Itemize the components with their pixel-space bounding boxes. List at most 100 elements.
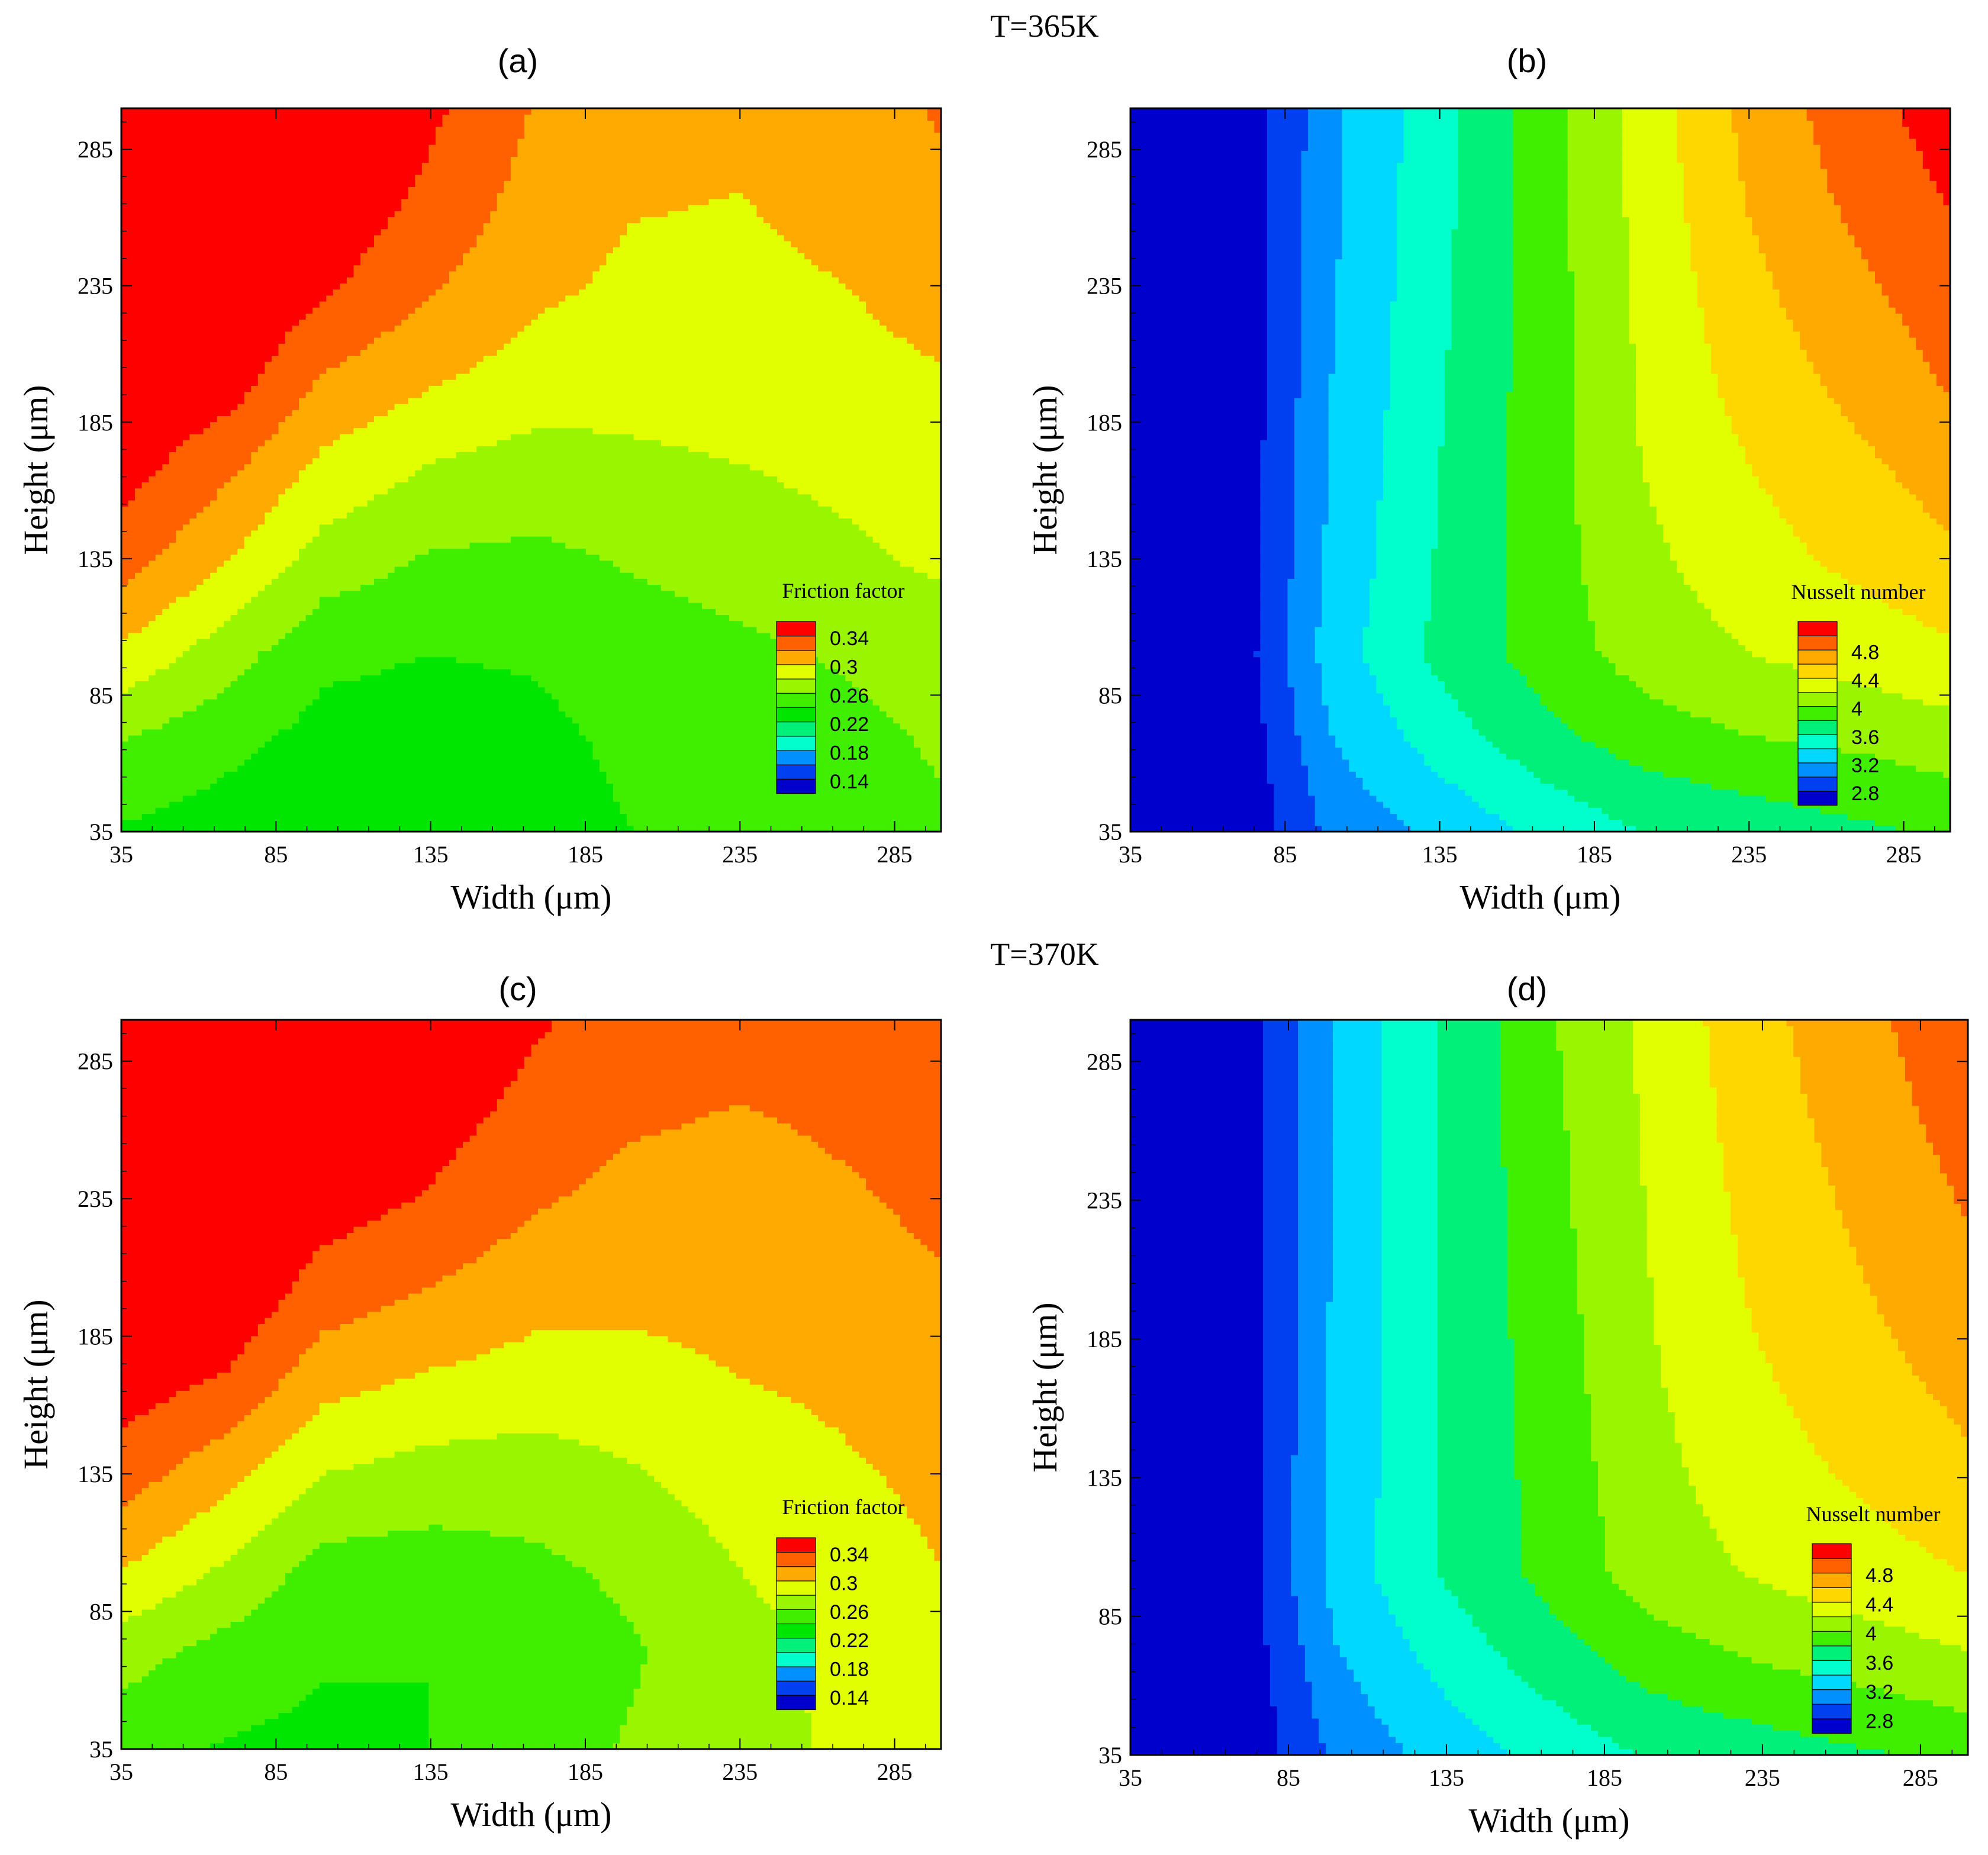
contour-cell [121,1554,143,1561]
contour-cell [1458,150,1513,157]
contour-cell [299,1354,477,1361]
contour-cell [1697,277,1773,284]
contour-cell [1506,554,1582,561]
contour-cell [121,1548,149,1556]
contour-cell [1308,771,1357,778]
contour-cell [1813,138,1916,145]
contour-cell [1326,1357,1383,1364]
contour-cell [900,1493,941,1500]
contour-cell [1430,603,1507,609]
contour-cell [1725,403,1841,410]
legend-swatch [1812,1645,1852,1661]
contour-cell [1861,253,1950,260]
contour-cell [1260,584,1288,591]
contour-cell [1535,1687,1648,1695]
contour-cell [838,512,941,519]
contour-cell [1298,1093,1333,1100]
contour-cell [121,1658,163,1664]
contour-cell [1506,548,1582,555]
contour-cell [1294,572,1322,579]
contour-cell [1912,1363,1968,1370]
contour-cell [1328,494,1384,501]
contour-cell [1521,1565,1606,1572]
contour-cell [1875,277,1950,284]
contour-cell [1814,1442,1968,1450]
contour-cell [121,1724,252,1731]
contour-cell [1260,524,1295,531]
contour-cell [1374,1534,1438,1541]
contour-cell [1570,1222,1648,1229]
contour-cell [1574,500,1650,507]
contour-cell [1308,789,1370,796]
x-axis-label: Width (μm) [1460,878,1621,916]
contour-cell [1929,367,1950,374]
contour-cell [1451,1589,1536,1596]
contour-cell [1663,530,1794,537]
contour-cell [1570,1712,1724,1719]
contour-cell [1260,554,1295,561]
contour-cell [1905,1057,1968,1064]
contour-cell [1130,560,1261,567]
contour-cell [1577,1283,1654,1290]
contour-cell [1301,349,1336,356]
legend-swatch [1797,720,1838,735]
contour-cell [510,536,552,543]
contour-cell [1820,156,1923,163]
contour-cell [497,440,662,446]
contour-cell [749,1579,941,1586]
contour-cell [640,1463,874,1470]
legend-swatch [776,764,816,780]
contour-cell [708,198,750,205]
contour-cell [121,1682,129,1689]
legend-swatch [776,1537,816,1553]
contour-cell [121,536,176,543]
contour-cell [169,458,252,465]
contour-cell [1667,1399,1787,1406]
contour-cell [1500,1044,1557,1051]
contour-cell [312,1257,477,1264]
contour-cell [1267,379,1302,387]
contour-cell [1322,536,1377,543]
contour-cell [1677,566,1828,573]
contour-cell [1326,1307,1383,1315]
contour-cell [1588,590,1698,597]
contour-cell [1381,1258,1438,1265]
contour-cell [1298,1406,1326,1412]
contour-cell [1326,1320,1383,1327]
contour-cell [1130,1136,1264,1143]
contour-cell [1594,645,1746,652]
contour-cell [1683,578,1848,585]
contour-cell [285,566,395,573]
contour-cell [1916,144,1950,151]
contour-cell [1260,614,1288,621]
contour-cell [1451,313,1513,320]
contour-cell [1444,681,1528,688]
contour-cell [428,1731,621,1738]
contour-cell [1506,542,1582,549]
contour-cell [1800,1730,1968,1737]
contour-cell [592,1573,743,1580]
contour-cell [1342,168,1397,175]
contour-cell [257,373,320,380]
legend-label: 0.14 [830,1687,869,1709]
contour-cell [1513,132,1568,139]
contour-cell [121,1214,382,1221]
contour-cell [1563,1112,1641,1119]
contour-cell [1328,403,1391,410]
contour-cell [784,1627,941,1634]
contour-cell [435,1177,587,1184]
legend-swatch [1797,706,1838,722]
contour-cell [1723,1142,1822,1149]
contour-cell [1506,536,1582,543]
contour-cell [1332,1258,1383,1265]
contour-cell [934,1548,941,1556]
contour-cell [504,1342,682,1348]
contour-cell [1642,687,1883,694]
contour-cell [1458,114,1513,121]
contour-cell [476,446,689,453]
contour-cell [1868,590,1950,597]
contour-cell [1591,1724,1773,1731]
y-tick-label: 135 [78,546,113,572]
contour-cell [1814,1448,1968,1455]
contour-cell [1294,512,1329,519]
